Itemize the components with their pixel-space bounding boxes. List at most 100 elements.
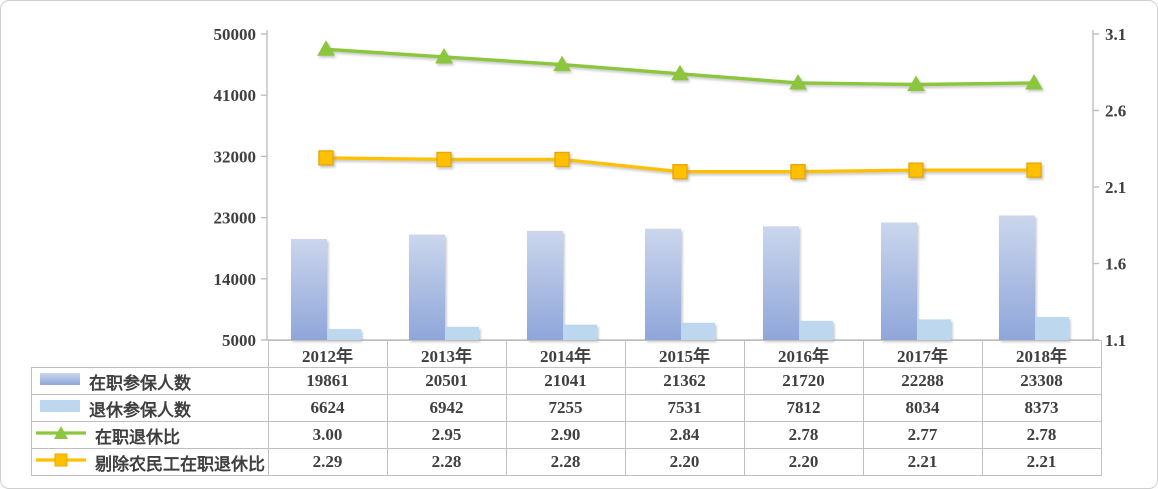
value-cell: 21041	[505, 367, 626, 395]
table-header-row: 2012年 2013年 2014年 2015年 2016年 2017年 2018年	[32, 340, 1102, 368]
legend-entry: 在职退休比	[32, 423, 267, 448]
bar-retired-insured	[445, 326, 479, 340]
square-marker-icon	[318, 150, 334, 166]
value-cell: 19861	[267, 367, 388, 395]
bar-active-insured	[763, 226, 799, 340]
year-header-cell: 2017年	[862, 340, 983, 368]
table-series-row: 退休参保人数 6624 6942 7255 7531 7812 8034 8373	[31, 394, 1102, 422]
right-axis-tick-label: 3.1	[1105, 25, 1126, 44]
year-header-cell: 2014年	[505, 340, 626, 368]
bar-retired-insured	[327, 328, 361, 340]
triangle-marker-icon	[789, 73, 807, 90]
table-series-row: 剔除农民工在职退休比 2.29 2.28 2.28 2.20 2.20 2.21 2.21	[31, 448, 1102, 476]
legend-cell: 退休参保人数	[31, 394, 269, 422]
bar-retired-insured	[917, 319, 951, 340]
value-cell: 2.95	[386, 421, 507, 449]
legend-label: 在职参保人数	[89, 373, 191, 393]
bar-active-insured	[409, 234, 445, 340]
table-series-row: 在职参保人数 19861 20501 21041 21362 21720 22288 2330…	[31, 367, 1102, 395]
triangle-marker-icon	[907, 75, 925, 91]
value-cell: 2.78	[743, 421, 864, 449]
square-marker-icon	[672, 163, 688, 180]
bar-active-insured	[527, 230, 563, 340]
legend-entry: 退休参保人数	[32, 396, 267, 421]
legend-swatch	[36, 398, 80, 418]
value-cell: 3.00	[267, 421, 388, 449]
value-cell: 2.84	[624, 421, 745, 449]
value-cell: 20501	[386, 367, 507, 395]
value-cell: 7255	[505, 394, 626, 422]
value-cell: 2.90	[505, 421, 626, 449]
chart-data-table: 2012年 2013年 2014年 2015年 2016年 2017年 2018年 在职参保人…	[31, 340, 1102, 476]
table-series-row: 在职退休比 3.00 2.95 2.90 2.84 2.78 2.77 2.78	[31, 421, 1102, 449]
legend-swatch	[36, 451, 86, 474]
value-cell: 21720	[743, 367, 864, 395]
value-cell: 2.21	[862, 448, 983, 476]
triangle-marker-icon	[553, 55, 571, 72]
year-header-cell: 2016年	[743, 340, 864, 368]
bar-retired-insured	[799, 320, 833, 340]
legend-cell: 在职参保人数	[31, 367, 269, 395]
value-cell: 8373	[981, 394, 1102, 422]
bar-active-insured	[291, 238, 327, 340]
square-marker-icon	[1026, 162, 1042, 178]
combo-chart-plot: 5000 14000 23000 32000 41000 50000 1.1 1.6 2.1 2.…	[214, 25, 1127, 346]
value-cell: 2.21	[981, 448, 1102, 476]
value-cell: 2.28	[505, 448, 626, 476]
right-axis-tick-label: 2.6	[1105, 102, 1126, 121]
triangle-marker-icon	[435, 47, 453, 64]
value-cell: 7812	[743, 394, 864, 422]
value-cell: 2.28	[386, 448, 507, 476]
value-cell: 6624	[267, 394, 388, 422]
triangle-marker-icon	[317, 40, 335, 56]
left-axis-tick-label: 32000	[214, 147, 257, 166]
year-header-cell: 2012年	[267, 340, 388, 368]
left-axis-tick-label: 14000	[214, 270, 257, 289]
bar-legend-swatch-icon	[40, 400, 80, 412]
square-line-legend-swatch-icon	[36, 453, 86, 466]
left-axis-tick-label: 41000	[214, 86, 257, 105]
triangle-marker-icon	[671, 64, 689, 81]
square-marker-icon	[436, 151, 452, 168]
year-header-cell: 2013年	[386, 340, 507, 368]
legend-cell: 剔除农民工在职退休比	[31, 448, 269, 476]
square-marker-icon	[790, 163, 806, 180]
year-header-cell: 2015年	[624, 340, 745, 368]
left-axis-tick-label: 5000	[222, 331, 256, 346]
value-cell: 2.29	[267, 448, 388, 476]
legend-swatch	[36, 371, 80, 391]
bar-active-insured	[645, 228, 681, 340]
value-cell: 8034	[862, 394, 983, 422]
value-cell: 6942	[386, 394, 507, 422]
legend-cell: 在职退休比	[31, 421, 269, 449]
legend-entry: 剔除农民工在职退休比	[32, 450, 267, 475]
bar-active-insured	[881, 222, 917, 340]
legend-label: 在职退休比	[95, 427, 180, 447]
year-header-cell: 2018年	[981, 340, 1102, 368]
left-axis-tick-label: 50000	[214, 25, 257, 44]
bar-legend-swatch-icon	[40, 373, 80, 385]
table-corner-cell	[32, 341, 269, 368]
triangle-marker-icon	[1025, 73, 1043, 90]
square-marker-icon	[554, 151, 570, 168]
value-cell: 2.20	[743, 448, 864, 476]
bar-retired-insured	[681, 322, 715, 340]
bar-retired-insured	[563, 324, 597, 340]
value-cell: 2.20	[624, 448, 745, 476]
value-cell: 23308	[981, 367, 1102, 395]
triangle-line-legend-swatch-icon	[36, 425, 86, 439]
value-cell: 22288	[862, 367, 983, 395]
right-axis-tick-label: 1.1	[1105, 331, 1126, 346]
value-cell: 21362	[624, 367, 745, 395]
legend-entry: 在职参保人数	[32, 369, 267, 394]
left-axis-tick-label: 23000	[214, 209, 257, 228]
right-axis-tick-label: 1.6	[1105, 255, 1126, 274]
right-axis-tick-label: 2.1	[1105, 178, 1126, 197]
value-cell: 2.77	[862, 421, 983, 449]
legend-swatch	[36, 424, 86, 447]
legend-label: 剔除农民工在职退休比	[95, 454, 265, 474]
square-marker-icon	[908, 162, 924, 178]
value-cell: 2.78	[981, 421, 1102, 449]
bar-retired-insured	[1035, 317, 1069, 340]
